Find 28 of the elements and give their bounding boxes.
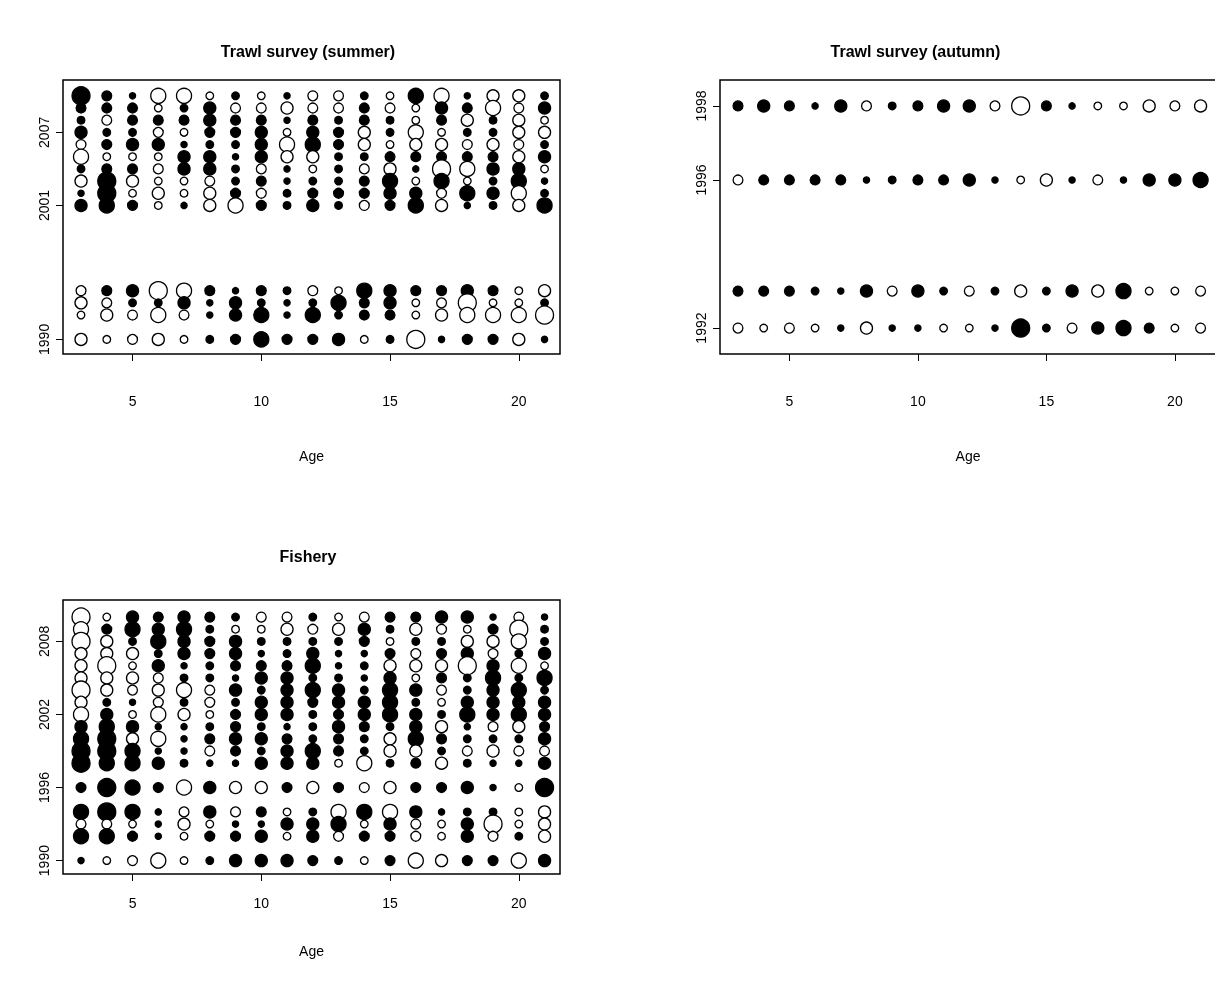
x-axis-title: Age — [299, 448, 325, 464]
y-tick-label: 2007 — [36, 116, 52, 148]
y-tick-label: 1998 — [693, 90, 709, 122]
x-tick-label: 5 — [128, 895, 137, 911]
y-tick-label: 1990 — [36, 844, 52, 877]
chart-title: Trawl survey (summer) — [220, 42, 396, 60]
x-tick-label: 15 — [1038, 393, 1055, 409]
x-tick-label: 10 — [910, 393, 926, 409]
x-axis-title: Age — [955, 448, 981, 464]
chart-title: Fishery — [279, 547, 337, 565]
x-tick-label: 20 — [1167, 393, 1183, 409]
x-tick-label: 15 — [382, 393, 399, 409]
x-tick-label: 5 — [128, 393, 137, 409]
chart-title: Trawl survey (autumn) — [830, 42, 1001, 60]
x-axis-title: Age — [299, 943, 325, 959]
x-tick-label: 10 — [253, 895, 270, 911]
y-tick-label: 1996 — [693, 164, 709, 196]
x-tick-label: 20 — [511, 895, 527, 911]
x-tick-label: 15 — [382, 895, 399, 911]
y-tick-label: 1990 — [36, 323, 52, 355]
y-tick-label: 1996 — [36, 771, 52, 804]
y-tick-label: 2008 — [36, 625, 52, 657]
y-tick-label: 2002 — [36, 698, 52, 731]
x-tick-label: 10 — [253, 393, 270, 409]
x-tick-label: 5 — [785, 393, 794, 409]
x-tick-label: 20 — [511, 393, 527, 409]
y-tick-label: 2001 — [36, 189, 52, 222]
y-tick-label: 1992 — [693, 312, 709, 344]
